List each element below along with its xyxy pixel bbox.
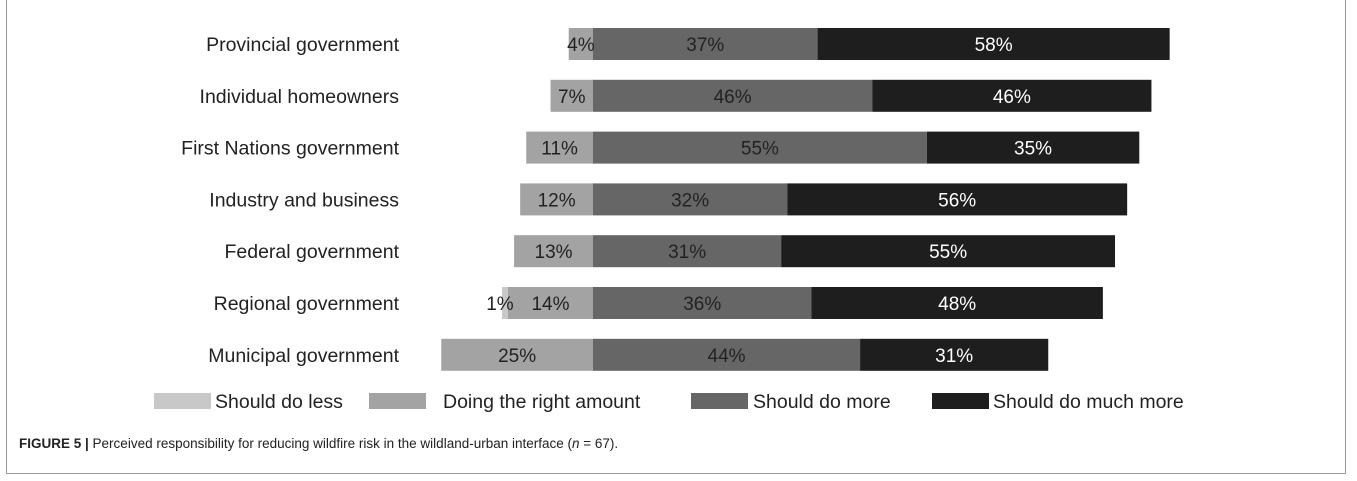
data-label-doing-right-amount: 12% (538, 190, 576, 211)
bar-should-do-more (593, 287, 812, 319)
data-label-should-do-more: 44% (708, 346, 746, 367)
bar-should-do-much-more (781, 235, 1116, 268)
data-label-should-do-much-more: 56% (938, 190, 976, 211)
bar-should-do-much-more (860, 338, 1049, 371)
category-label: Industry and business (209, 189, 399, 211)
bar-should-do-much-more (787, 183, 1128, 216)
data-label-should-do-more: 55% (741, 139, 779, 160)
figure-label: FIGURE 5 | (19, 436, 89, 451)
bar-should-do-more (593, 183, 788, 216)
figure-caption: FIGURE 5 | Perceived responsibility for … (19, 436, 618, 451)
data-label-should-do-more: 31% (668, 242, 706, 263)
data-label-should-do-more: 46% (714, 87, 752, 108)
data-label-should-do-much-more: 58% (975, 35, 1013, 56)
stacked-bar-chart: Provincial government 4% 37% 58% Individual … (154, 28, 1184, 413)
category-label: Individual homeowners (200, 86, 400, 108)
data-label-should-do-more: 37% (686, 35, 724, 56)
bar-doing-right-amount (550, 79, 593, 112)
bar-should-do-more (593, 338, 861, 371)
legend-label: Should do more (753, 391, 891, 413)
category-label: Regional government (214, 293, 400, 315)
bar-should-do-much-more (926, 131, 1140, 164)
bar-should-do-more (593, 131, 927, 164)
data-label-doing-right-amount: 11% (541, 139, 578, 160)
data-label-should-do-more: 36% (683, 294, 721, 315)
legend-swatch (154, 393, 211, 409)
legend-label: Should do less (215, 391, 343, 413)
data-label-should-do-much-more: 48% (938, 294, 976, 315)
legend-label: Should do much more (993, 391, 1184, 413)
data-label-should-do-much-more: 46% (993, 87, 1031, 108)
data-label-doing-right-amount: 13% (535, 242, 573, 263)
data-label-doing-right-amount: 4% (567, 35, 595, 56)
data-label-doing-right-amount: 7% (558, 87, 586, 108)
data-label-doing-right-amount: 25% (498, 346, 536, 367)
bar-doing-right-amount (514, 235, 593, 268)
legend-swatch (932, 393, 989, 409)
bar-doing-right-amount (508, 287, 593, 319)
caption-n-symbol: n (572, 436, 580, 451)
data-label-should-do-much-more: 35% (1014, 139, 1052, 160)
category-label: Municipal government (208, 345, 399, 367)
bar-doing-right-amount (520, 183, 593, 216)
bar-should-do-more (593, 28, 818, 60)
category-label: Provincial government (206, 34, 400, 56)
bar-doing-right-amount (526, 131, 593, 164)
category-label: First Nations government (181, 138, 399, 160)
legend-label: Doing the right amount (443, 391, 641, 413)
bar-doing-right-amount (568, 28, 593, 60)
category-label: Federal government (224, 241, 399, 263)
bar-should-do-much-more (872, 79, 1152, 112)
data-label-should-do-much-more: 31% (935, 346, 973, 367)
bar-should-do-much-more (817, 28, 1170, 60)
data-label-should-do-less: 1% (486, 294, 514, 315)
caption-text-end: = 67). (579, 436, 619, 451)
bar-should-do-less (501, 287, 509, 319)
legend-swatch (369, 393, 426, 409)
legend-swatch (691, 393, 748, 409)
caption-text: Perceived responsibility for reducing wi… (88, 436, 573, 451)
data-label-should-do-much-more: 55% (929, 242, 967, 263)
data-label-doing-right-amount: 14% (531, 294, 569, 315)
bar-should-do-more (593, 235, 782, 268)
bar-doing-right-amount (441, 338, 593, 371)
bar-should-do-much-more (811, 287, 1103, 319)
bar-should-do-more (593, 79, 873, 112)
data-label-should-do-more: 32% (671, 190, 709, 211)
figure-frame: Provincial government 4% 37% 58% Individual … (6, 0, 1346, 474)
